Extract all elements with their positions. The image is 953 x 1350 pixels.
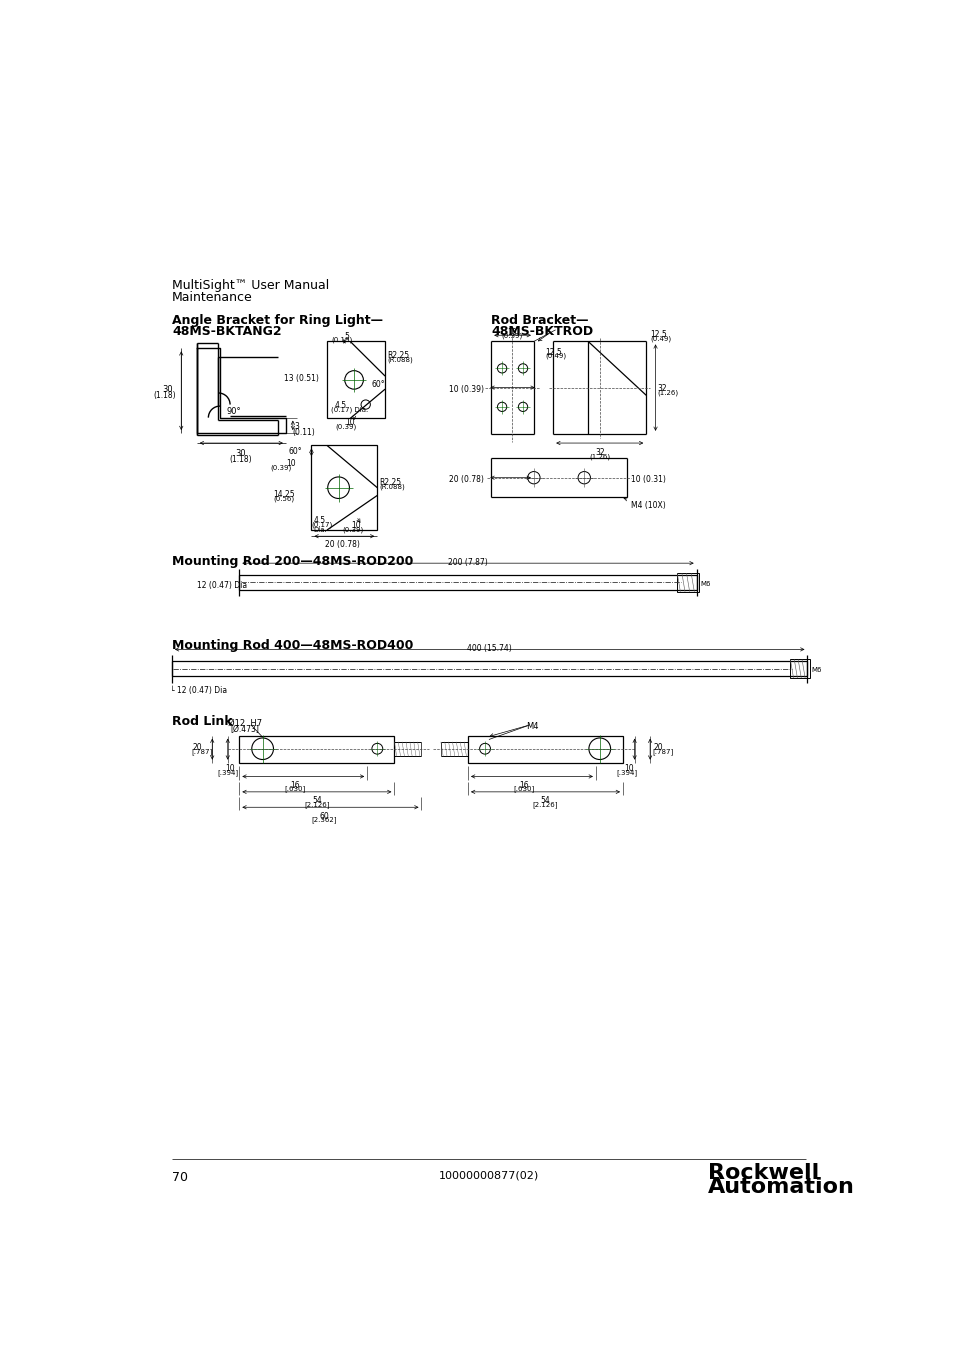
Text: (0.11): (0.11) <box>292 428 314 436</box>
Text: 10: 10 <box>623 764 634 774</box>
Text: (1.26): (1.26) <box>589 454 610 459</box>
Text: 10 (0.31): 10 (0.31) <box>630 475 665 485</box>
Text: (0.39): (0.39) <box>501 332 522 339</box>
Text: 90°: 90° <box>226 406 240 416</box>
Text: (0.49): (0.49) <box>545 352 566 359</box>
Bar <box>327 342 385 418</box>
Text: R2.25: R2.25 <box>379 478 401 487</box>
Text: 30: 30 <box>235 450 246 458</box>
Text: 3: 3 <box>294 423 299 431</box>
Bar <box>311 446 377 531</box>
Text: 48MS-BKTROD: 48MS-BKTROD <box>491 325 593 339</box>
Text: M6: M6 <box>700 580 710 587</box>
Text: MultiSight™ User Manual: MultiSight™ User Manual <box>172 279 329 292</box>
Text: (1.26): (1.26) <box>658 389 679 396</box>
Text: 60°: 60° <box>288 447 302 456</box>
Bar <box>468 736 622 763</box>
Text: (0.17): (0.17) <box>311 521 333 528</box>
Text: [Ø.473]: [Ø.473] <box>230 725 258 734</box>
Text: 32: 32 <box>658 383 667 393</box>
Bar <box>677 574 699 591</box>
Text: 10: 10 <box>225 764 234 774</box>
Text: (R.088): (R.088) <box>387 356 413 363</box>
Text: 60: 60 <box>319 811 329 821</box>
Text: 60°: 60° <box>372 379 385 389</box>
Text: [2.362]: [2.362] <box>312 817 337 824</box>
Text: 48MS-BKTANG2: 48MS-BKTANG2 <box>172 325 281 339</box>
Text: [.787]: [.787] <box>192 748 213 755</box>
Text: Rod Bracket—: Rod Bracket— <box>491 315 588 328</box>
Text: 12.5: 12.5 <box>545 347 561 356</box>
Text: 54: 54 <box>312 796 321 806</box>
Text: 4.5: 4.5 <box>335 401 347 410</box>
Text: (0.49): (0.49) <box>649 335 671 342</box>
Text: 12.5: 12.5 <box>649 329 666 339</box>
Text: 14.25: 14.25 <box>273 490 294 500</box>
Text: 200 (7.87): 200 (7.87) <box>448 558 487 567</box>
Text: M4: M4 <box>525 722 538 730</box>
Text: 16: 16 <box>518 782 528 790</box>
Text: Mounting Rod 200—48MS-ROD200: Mounting Rod 200—48MS-ROD200 <box>172 555 413 568</box>
Bar <box>790 659 809 678</box>
Text: Automation: Automation <box>707 1177 854 1197</box>
Text: └ 12 (0.47) Dia: └ 12 (0.47) Dia <box>170 686 227 695</box>
Text: 10: 10 <box>352 521 361 529</box>
Text: 16: 16 <box>290 782 299 790</box>
Text: (0.56): (0.56) <box>273 495 294 502</box>
Text: (1.18): (1.18) <box>230 455 252 464</box>
Text: [.630]: [.630] <box>513 786 534 792</box>
Text: Dia.: Dia. <box>314 526 327 533</box>
Text: 20: 20 <box>654 743 663 752</box>
Text: Mounting Rod 400—48MS-ROD400: Mounting Rod 400—48MS-ROD400 <box>172 640 413 652</box>
Text: 32: 32 <box>595 448 604 456</box>
Text: 54: 54 <box>540 796 550 806</box>
Text: 10 (0.39): 10 (0.39) <box>448 385 483 394</box>
Text: (0.39): (0.39) <box>335 424 356 431</box>
Text: (0.39): (0.39) <box>341 526 363 533</box>
Text: (0.17) Dia.: (0.17) Dia. <box>331 406 368 413</box>
Bar <box>239 736 394 763</box>
Text: 5: 5 <box>343 332 349 342</box>
Text: 13 (0.51): 13 (0.51) <box>284 374 319 383</box>
Text: 20: 20 <box>193 743 202 752</box>
Text: [2.126]: [2.126] <box>532 801 558 807</box>
Text: 70: 70 <box>172 1170 188 1184</box>
Text: M4 (10X): M4 (10X) <box>630 501 665 510</box>
Text: Maintenance: Maintenance <box>172 290 253 304</box>
Text: Angle Bracket for Ring Light—: Angle Bracket for Ring Light— <box>172 315 382 328</box>
Text: 4.5: 4.5 <box>314 516 326 525</box>
Text: 12 (0.47) Dia: 12 (0.47) Dia <box>196 580 247 590</box>
Text: 10: 10 <box>286 459 295 468</box>
Text: (0.39): (0.39) <box>271 464 292 471</box>
Text: (R.088): (R.088) <box>379 483 405 490</box>
Text: 10: 10 <box>507 328 517 336</box>
Text: 10000000877(02): 10000000877(02) <box>438 1170 538 1181</box>
Text: Ø12  H7: Ø12 H7 <box>228 718 262 728</box>
Text: [.787]: [.787] <box>652 748 673 755</box>
Text: (0.19): (0.19) <box>332 336 353 343</box>
Text: 30: 30 <box>163 385 173 394</box>
Text: Rod Link: Rod Link <box>172 716 233 728</box>
Text: [.630]: [.630] <box>284 786 306 792</box>
Text: (1.18): (1.18) <box>152 392 175 401</box>
Text: 10: 10 <box>345 418 355 428</box>
Text: [.394]: [.394] <box>217 768 238 775</box>
Text: 20 (0.78): 20 (0.78) <box>325 540 359 549</box>
Text: R2.25: R2.25 <box>387 351 409 359</box>
Text: [.394]: [.394] <box>616 768 637 775</box>
Text: 20 (0.78): 20 (0.78) <box>448 475 483 485</box>
Text: 400 (15.74): 400 (15.74) <box>467 644 512 653</box>
Text: M6: M6 <box>810 667 821 674</box>
Text: [2.126]: [2.126] <box>304 801 330 807</box>
Text: Rockwell: Rockwell <box>707 1162 819 1183</box>
